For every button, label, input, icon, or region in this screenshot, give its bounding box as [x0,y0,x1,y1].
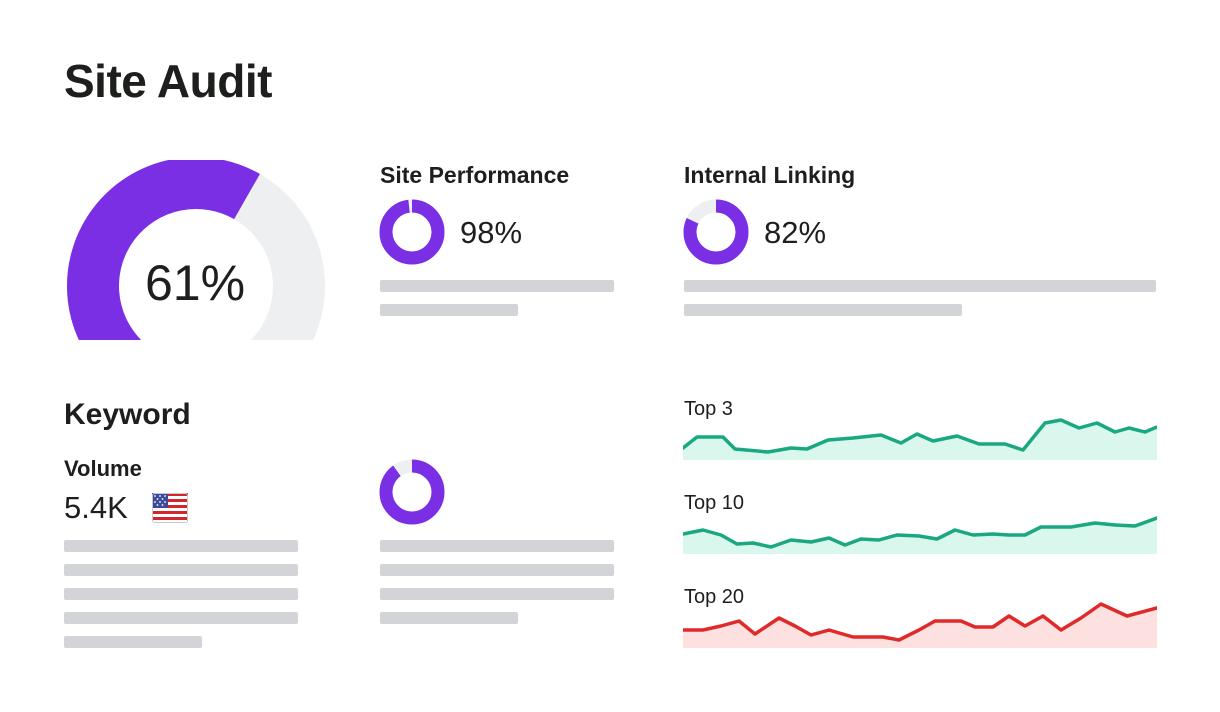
placeholder-bar [64,588,298,600]
top-10-label: Top 10 [684,492,745,514]
overall-score-value: 61% [144,255,246,311]
top-3-sparkline [683,418,1157,460]
top-20-label: Top 20 [684,586,745,608]
internal-linking-value: 82% [764,215,827,250]
placeholder-bar [380,588,614,600]
placeholder-bar [380,564,614,576]
placeholder-bar [380,280,614,292]
keyword-donut [379,459,445,525]
keyword-section-title: Keyword [64,398,191,431]
volume-value: 5.4K [64,490,128,525]
top-20-sparkline [683,602,1157,648]
top-10-sparkline [683,516,1157,554]
internal-linking-donut [683,199,749,265]
placeholder-bar [684,304,962,316]
placeholder-bar [64,540,298,552]
site-performance-donut [379,199,445,265]
placeholder-bar [380,612,518,624]
gauge-fill [67,157,260,378]
placeholder-bar [380,540,614,552]
placeholder-bar [380,304,518,316]
us-flag-icon [152,493,188,523]
top-3-label: Top 3 [684,398,733,420]
placeholder-bar [64,636,202,648]
placeholder-bar [64,564,298,576]
site-performance-label: Site Performance [380,162,570,188]
placeholder-bar [64,612,298,624]
volume-label: Volume [64,456,142,481]
page-title: Site Audit [64,55,272,107]
overall-score-gauge [60,157,332,378]
internal-linking-label: Internal Linking [684,162,856,188]
site-performance-value: 98% [460,215,523,250]
placeholder-bar [684,280,1156,292]
